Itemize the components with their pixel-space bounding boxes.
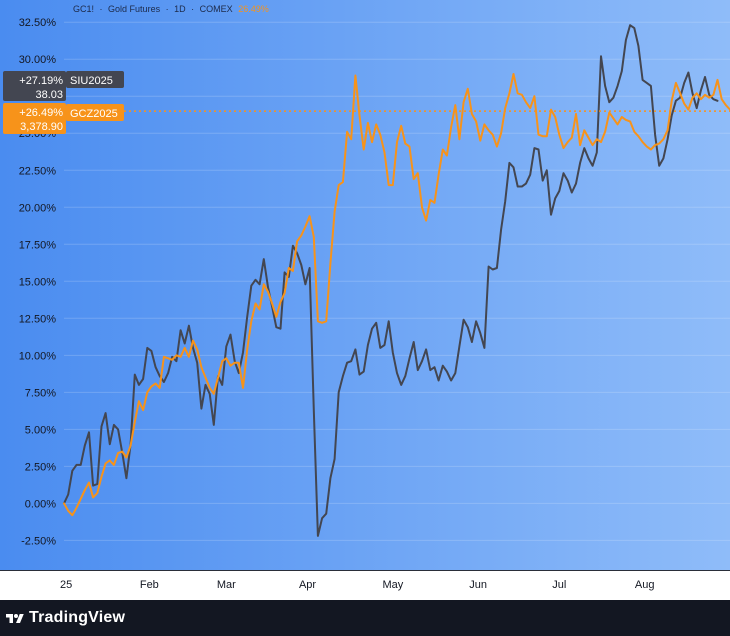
header-exchange: COMEX	[200, 4, 233, 14]
y-tick-label: 5.00%	[25, 424, 56, 436]
badge-box-gold	[3, 103, 66, 134]
y-tick-label: 10.00%	[19, 350, 57, 362]
x-tick-label: Apr	[299, 579, 316, 591]
x-axis-background	[0, 570, 730, 600]
grid	[64, 21, 730, 541]
tradingview-logo-icon	[6, 614, 24, 623]
x-tick-label: Jun	[469, 579, 487, 591]
badge-symbol-box-silver	[66, 71, 124, 88]
legend-badge-gold[interactable]: +26.49% 3,378.90 GCZ2025	[3, 103, 124, 134]
y-tick-label: 15.00%	[19, 276, 57, 288]
badge-symbol-box-gold	[66, 104, 124, 121]
x-tick-label: Mar	[217, 579, 236, 591]
badge-value-silver: 38.03	[35, 89, 63, 101]
y-tick-label: 20.00%	[19, 202, 57, 214]
x-tick-label: Feb	[140, 579, 159, 591]
badge-symbol-gold: GCZ2025	[70, 108, 118, 120]
y-tick-label: 17.50%	[19, 239, 57, 251]
y-tick-label: 30.00%	[19, 54, 57, 66]
badge-pct-silver: +27.19%	[19, 75, 63, 87]
header-interval: 1D	[174, 4, 186, 14]
svg-text:GC1! · Gold Future: GC1! · Gold Futures · 1D · COMEX 26.49%	[73, 4, 269, 14]
legend-badge-silver[interactable]: +27.19% 38.03 SIU2025	[3, 71, 124, 101]
y-tick-label: 12.50%	[19, 313, 57, 325]
header-name: Gold Futures	[108, 4, 161, 14]
tradingview-brand[interactable]: TradingView	[29, 609, 126, 626]
x-axis: 25 Feb Mar Apr May Jun Jul Aug	[60, 579, 655, 591]
y-tick-label: 2.50%	[25, 461, 56, 473]
x-tick-label: May	[382, 579, 403, 591]
x-tick-label: Jul	[552, 579, 566, 591]
badge-box-silver	[3, 71, 66, 101]
y-tick-label: -2.50%	[21, 535, 56, 547]
y-tick-label: 0.00%	[25, 498, 56, 510]
footer-bar: TradingView	[0, 600, 730, 636]
series-layer	[63, 24, 730, 537]
header-extra: 26.49%	[238, 4, 269, 14]
badge-pct-gold: +26.49%	[19, 107, 63, 119]
series-line-siu2025[interactable]	[63, 24, 719, 537]
y-tick-label: 32.50%	[19, 17, 57, 29]
header-symbol: GC1!	[73, 4, 94, 14]
series-line-gcz2025[interactable]	[63, 73, 730, 517]
legend-badges: +27.19% 38.03 SIU2025 +26.49% 3,378.90 G…	[3, 71, 124, 134]
y-tick-label: 7.50%	[25, 387, 56, 399]
y-tick-label: 22.50%	[19, 165, 57, 177]
badge-symbol-silver: SIU2025	[70, 75, 113, 87]
x-tick-label: Aug	[635, 579, 655, 591]
chart[interactable]: -2.50% 0.00% 2.50% 5.00% 7.50% 10.00% 12.50% 15…	[0, 0, 730, 600]
badge-value-gold: 3,378.90	[20, 121, 63, 133]
x-tick-label: 25	[60, 579, 72, 591]
chart-header: GC1! · Gold Futures · 1D · COMEX 26.49%	[73, 4, 269, 14]
